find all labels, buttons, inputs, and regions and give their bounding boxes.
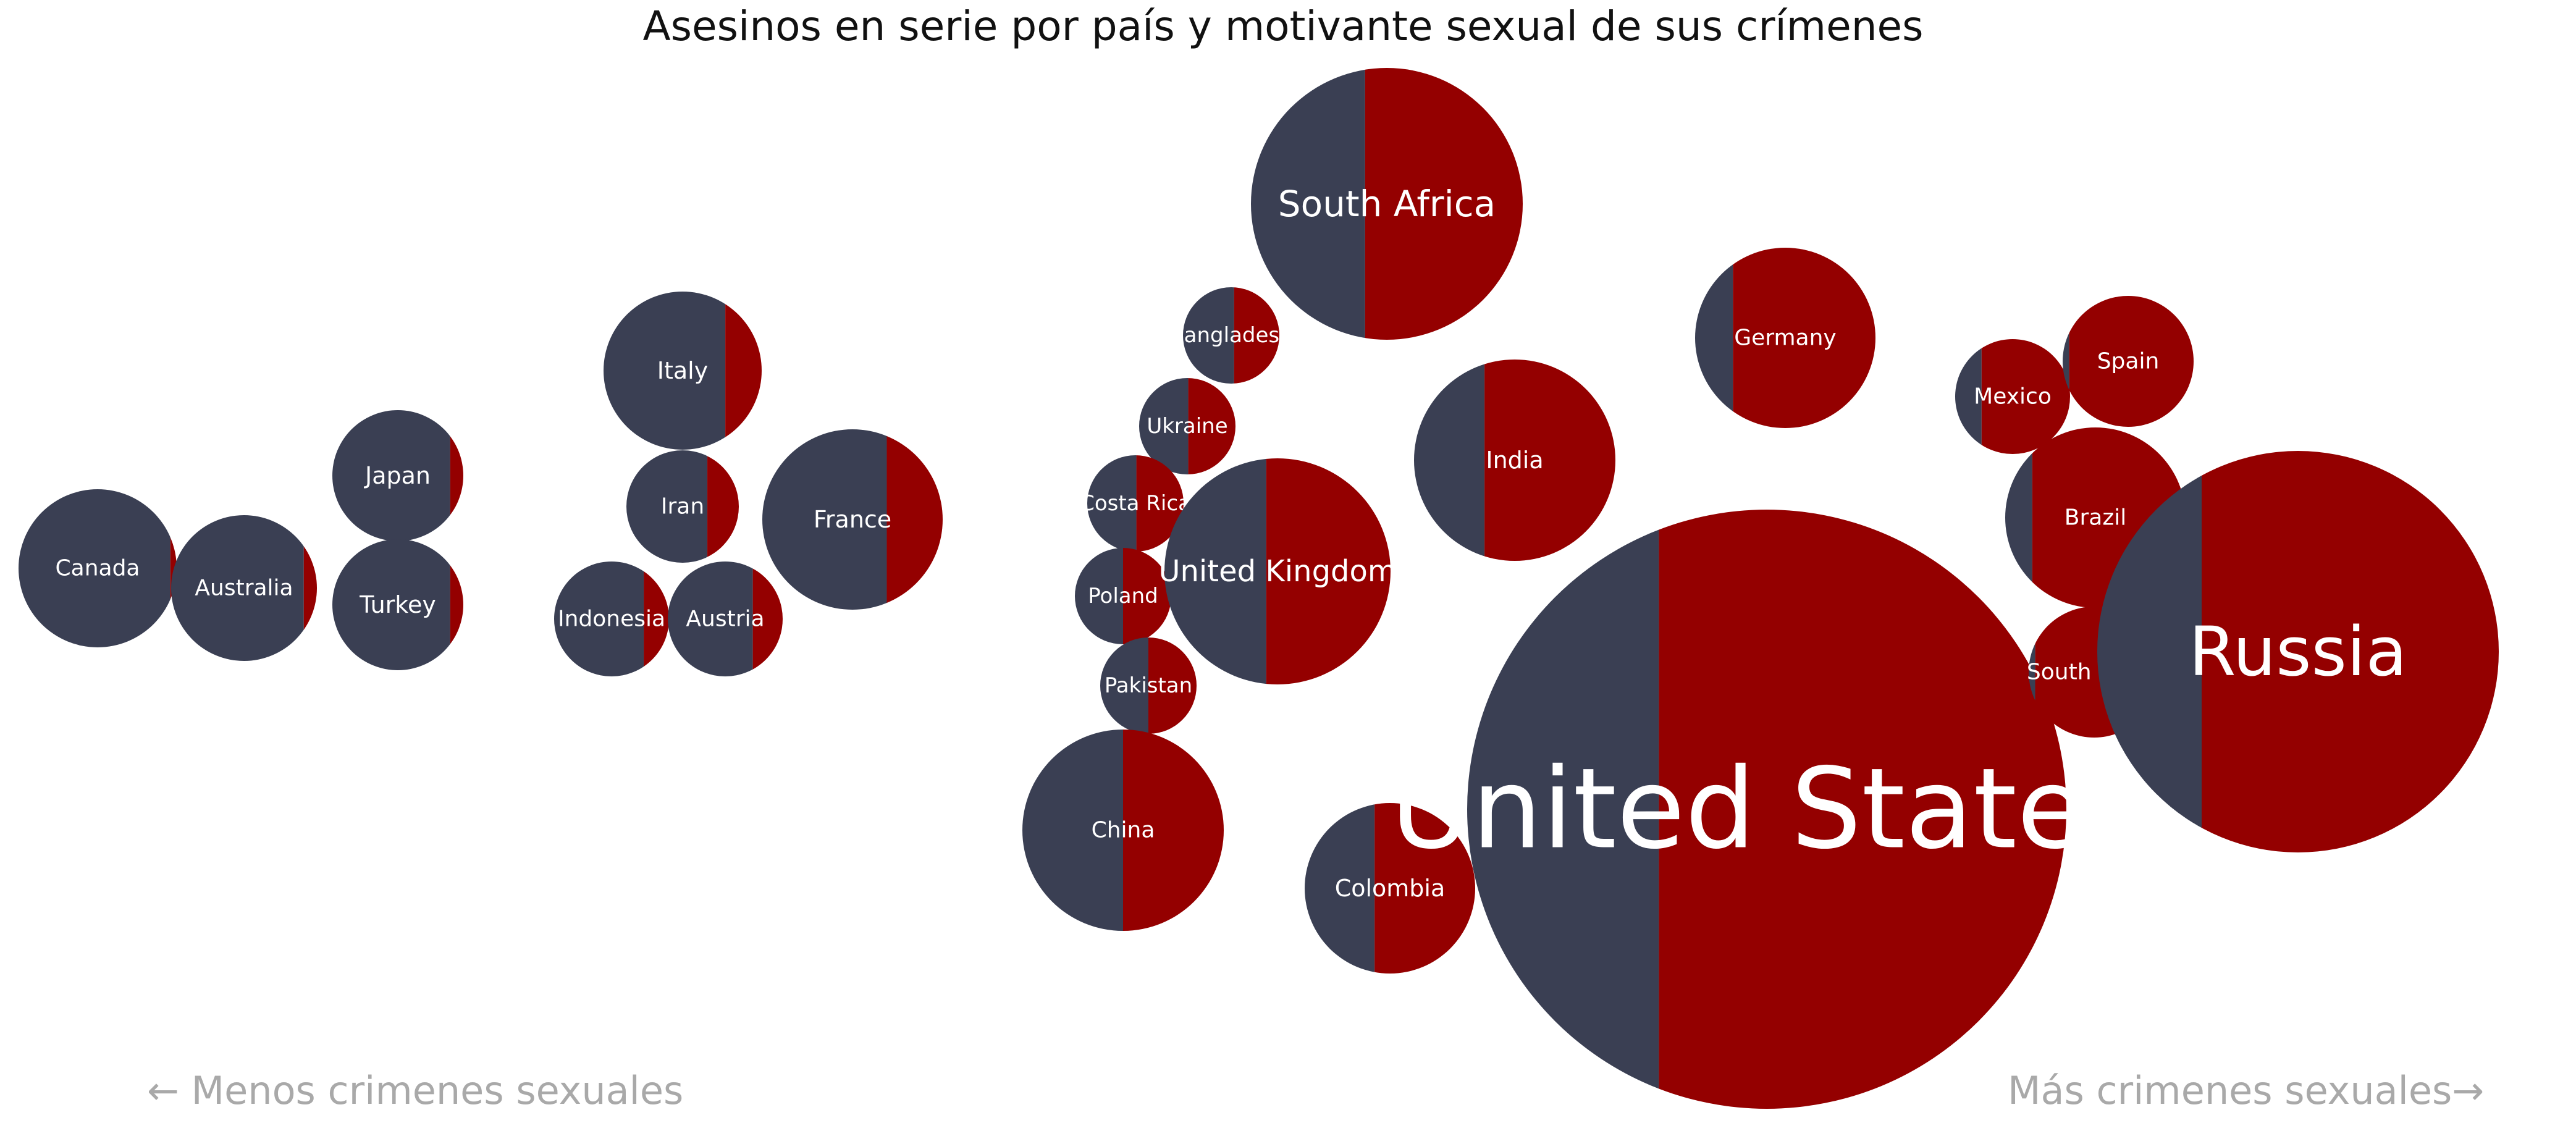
bubble-label-poland: Poland	[1088, 584, 1158, 608]
bubble-label-south-africa: South Africa	[1278, 183, 1496, 225]
more-sexual-crimes-note: Más crimenes sexuales→	[2008, 1068, 2484, 1113]
bubble-japan: Japan	[332, 410, 463, 541]
bubble-australia: Australia	[171, 515, 317, 661]
bubble-russia: Russia	[2097, 451, 2499, 852]
bubble-sexual-turkey	[450, 539, 463, 670]
bubble-non-sexual-turkey	[332, 539, 450, 670]
bubble-label-austria: Austria	[686, 607, 764, 632]
bubble-sexual-japan	[450, 410, 463, 541]
bubble-label-canada: Canada	[56, 556, 140, 581]
bubble-label-germany: Germany	[1734, 326, 1836, 351]
bubble-united-states: United States	[1391, 510, 2144, 1109]
bubble-label-russia: Russia	[2189, 612, 2407, 691]
bubble-label-bangladesh: Bangladesh	[1169, 323, 1292, 348]
bubble-south-africa: South Africa	[1251, 68, 1523, 340]
bubble-pakistan: Pakistan	[1100, 637, 1197, 734]
bubble-united-kingdom: United Kingdom	[1158, 458, 1397, 684]
bubble-label-united-kingdom: United Kingdom	[1158, 554, 1396, 589]
bubble-sexual-iran	[707, 450, 739, 563]
bubble-italy: Italy	[604, 292, 762, 450]
bubble-non-sexual-spain	[2063, 296, 2069, 427]
bubble-label-colombia: Colombia	[1335, 875, 1446, 902]
bubble-sexual-canada	[170, 489, 177, 647]
bubble-non-sexual-australia	[171, 515, 304, 661]
bubble-non-sexual-india	[1414, 360, 1485, 561]
bubble-indonesia: Indonesia	[554, 561, 669, 676]
bubble-label-japan: Japan	[364, 462, 431, 489]
bubble-non-sexual-japan	[332, 410, 450, 541]
bubble-non-sexual-italy	[604, 292, 726, 450]
bubble-label-spain: Spain	[2097, 349, 2160, 374]
bubble-poland: Poland	[1075, 548, 1171, 644]
bubble-turkey: Turkey	[332, 539, 463, 670]
bubble-spain: Spain	[2063, 296, 2194, 427]
bubble-sexual-germany	[1733, 248, 1875, 428]
bubble-iran: Iran	[626, 450, 739, 563]
bubble-label-turkey: Turkey	[359, 591, 436, 618]
bubble-non-sexual-canada	[19, 489, 170, 647]
bubble-label-united-states: United States	[1391, 745, 2144, 874]
bubble-label-costa-rica: Costa Rica	[1080, 491, 1191, 516]
bubble-label-iran: Iran	[661, 494, 704, 519]
bubble-sexual-australia	[303, 515, 317, 661]
bubble-china: China	[1022, 730, 1224, 931]
bubble-austria: Austria	[668, 561, 783, 676]
bubble-non-sexual-germany	[1695, 248, 1733, 428]
bubble-canada: Canada	[19, 489, 177, 647]
bubble-india: India	[1414, 360, 1615, 561]
bubble-sexual-france	[886, 429, 943, 610]
bubble-mexico: Mexico	[1955, 339, 2070, 454]
bubble-france: France	[762, 429, 943, 610]
bubble-label-indonesia: Indonesia	[558, 607, 665, 632]
bubble-non-sexual-indonesia	[554, 561, 644, 676]
bubble-sexual-mexico	[1981, 339, 2070, 454]
bubble-label-brazil: Brazil	[2065, 505, 2126, 531]
bubbles-group: Canada Australia Japan Turkey Italy Iran Indon…	[19, 68, 2499, 1109]
bubble-label-india: India	[1486, 447, 1543, 474]
bubble-label-china: China	[1092, 818, 1155, 843]
bubble-label-australia: Australia	[195, 576, 293, 601]
bubble-sexual-italy	[725, 292, 762, 450]
bubble-sexual-spain	[2069, 296, 2194, 427]
bubble-bangladesh: Bangladesh	[1169, 287, 1293, 384]
bubble-label-france: France	[814, 506, 891, 533]
bubble-label-italy: Italy	[657, 357, 708, 384]
bubble-label-ukraine: Ukraine	[1147, 414, 1227, 439]
bubble-non-sexual-south-korea	[2029, 607, 2035, 738]
bubble-non-sexual-brazil	[2005, 427, 2032, 608]
bubble-label-pakistan: Pakistan	[1105, 673, 1192, 698]
bubble-germany: Germany	[1695, 248, 1875, 428]
chart-title: Asesinos en serie por país y motivante s…	[642, 2, 1923, 50]
bubble-label-mexico: Mexico	[1974, 384, 2052, 410]
less-sexual-crimes-note: ← Menos crimenes sexuales	[147, 1068, 683, 1113]
